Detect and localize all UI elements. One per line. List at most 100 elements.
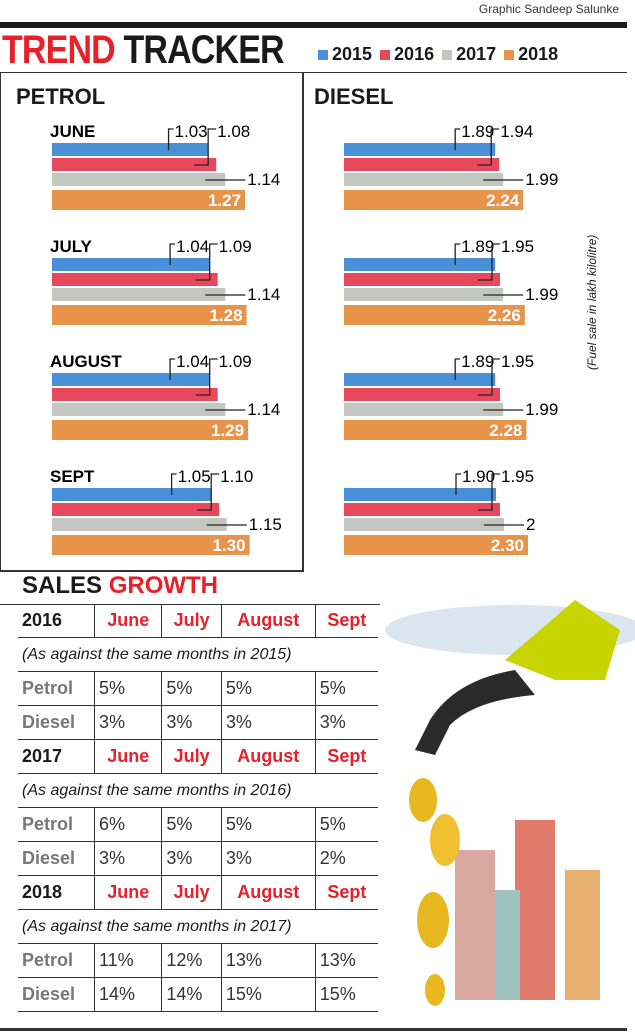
value-label: 1.05 — [178, 467, 211, 486]
bar-2017 — [52, 173, 226, 186]
growth-value: 5% — [94, 671, 163, 706]
growth-value: 5% — [161, 807, 222, 842]
value-label: 1.09 — [219, 352, 252, 371]
growth-value: 5% — [315, 671, 378, 706]
value-label: 1.95 — [501, 467, 534, 486]
growth-value: 11% — [94, 943, 163, 978]
growth-value: 13% — [315, 943, 378, 978]
month-header: June — [94, 875, 163, 910]
bar-2018 — [344, 305, 525, 325]
note-row: (As against the same months in 2017) — [18, 909, 378, 944]
title: TREND TRACKER — [2, 28, 285, 73]
legend-label: 2018 — [518, 44, 559, 64]
value-label: 1.14 — [247, 170, 280, 189]
bar-2016 — [344, 273, 500, 286]
legend-swatch — [504, 49, 515, 60]
petrol-title: PETROL — [16, 84, 106, 109]
month-header: June — [94, 604, 163, 638]
legend-item: 2015 — [318, 44, 372, 65]
value-label: 1.90 — [462, 467, 495, 486]
title-part2: GROWTH — [108, 572, 218, 599]
bar-2017 — [344, 403, 504, 416]
month-label: AUGUST — [50, 352, 122, 371]
top-rule — [0, 22, 627, 28]
growth-value: 3% — [161, 841, 222, 876]
table-row: Petrol 11% 12% 13% 13% — [18, 943, 378, 978]
legend-swatch — [442, 49, 453, 60]
value-label: 1.95 — [501, 352, 534, 371]
bar-2015 — [344, 143, 496, 156]
growth-value: 5% — [221, 807, 316, 842]
year-row: 2016 June July August Sept — [18, 604, 378, 638]
bar-2018 — [52, 420, 249, 440]
bar-2018 — [344, 420, 527, 440]
bar-2016 — [52, 503, 220, 516]
table-row: Diesel 3% 3% 3% 2% — [18, 841, 378, 876]
growth-value: 15% — [315, 977, 378, 1012]
table-row: Diesel 14% 14% 15% 15% — [18, 977, 378, 1012]
legend-label: 2015 — [332, 44, 373, 64]
diesel-title: DIESEL — [314, 84, 394, 109]
legend-swatch — [318, 49, 328, 60]
leader-line — [478, 243, 500, 281]
bar-2015 — [344, 488, 496, 501]
table-row: Diesel 3% 3% 3% 3% — [18, 705, 378, 740]
value-label: 1.89 — [461, 237, 494, 256]
note: (As against the same months in 2017) — [18, 909, 378, 944]
bar-2018 — [344, 190, 524, 210]
leader-line — [197, 473, 220, 511]
value-label: 1.29 — [211, 421, 244, 440]
fuel-label: Diesel — [18, 977, 95, 1012]
value-label: 2.30 — [491, 536, 524, 555]
bar-2017 — [52, 518, 227, 531]
table-row: Petrol 5% 5% 5% 5% — [18, 671, 378, 706]
value-label: 1.99 — [525, 400, 558, 419]
value-label: 1.14 — [247, 400, 280, 419]
bar-2016 — [52, 158, 217, 171]
leader-line — [170, 473, 177, 495]
month-header: August — [221, 875, 316, 910]
fuel-label: Petrol — [18, 807, 95, 842]
bar-2016 — [344, 388, 500, 401]
title-part1: TREND — [2, 28, 116, 72]
bar-2016 — [344, 503, 500, 516]
value-label: 1.27 — [208, 191, 241, 210]
year: 2016 — [18, 604, 95, 638]
bar-2015 — [344, 373, 496, 386]
value-label: 1.99 — [525, 170, 558, 189]
month-header: July — [161, 604, 222, 638]
month-header: July — [161, 739, 222, 774]
bar-2015 — [52, 488, 212, 501]
panel-divider — [302, 72, 304, 572]
month-header: Sept — [315, 604, 378, 638]
fuel-label: Petrol — [18, 671, 95, 706]
growth-value: 3% — [315, 705, 378, 740]
bar-2015 — [52, 373, 211, 386]
growth-value: 13% — [221, 943, 316, 978]
year: 2018 — [18, 875, 95, 910]
legend-item: 2017 — [442, 44, 496, 65]
legend-item: 2016 — [380, 44, 434, 65]
year-row: 2018 June July August Sept — [18, 875, 378, 910]
legend-swatch — [380, 49, 391, 60]
note: (As against the same months in 2015) — [18, 637, 378, 672]
value-label: 1.89 — [461, 122, 494, 141]
bar-2016 — [52, 273, 218, 286]
bar-2017 — [344, 288, 504, 301]
growth-value: 5% — [221, 671, 316, 706]
value-label: 2.26 — [488, 306, 521, 325]
legend: 2015 2016 2017 2018 — [318, 44, 558, 65]
year: 2017 — [18, 739, 95, 774]
leader-line — [455, 473, 461, 495]
bar-2018 — [52, 190, 246, 210]
month-label: JUNE — [50, 122, 95, 141]
value-label: 1.30 — [213, 536, 246, 555]
fuel-label: Petrol — [18, 943, 95, 978]
bar-charts: JUNE 1.03 1.08 1.14 1.27 JULY 1.04 1.09 1.14 1.28… — [50, 122, 558, 555]
month-header: August — [221, 604, 316, 638]
value-label: 1.10 — [220, 467, 253, 486]
bottom-rule — [0, 1028, 627, 1031]
value-label: 1.08 — [217, 122, 250, 141]
value-label: 1.14 — [247, 285, 280, 304]
